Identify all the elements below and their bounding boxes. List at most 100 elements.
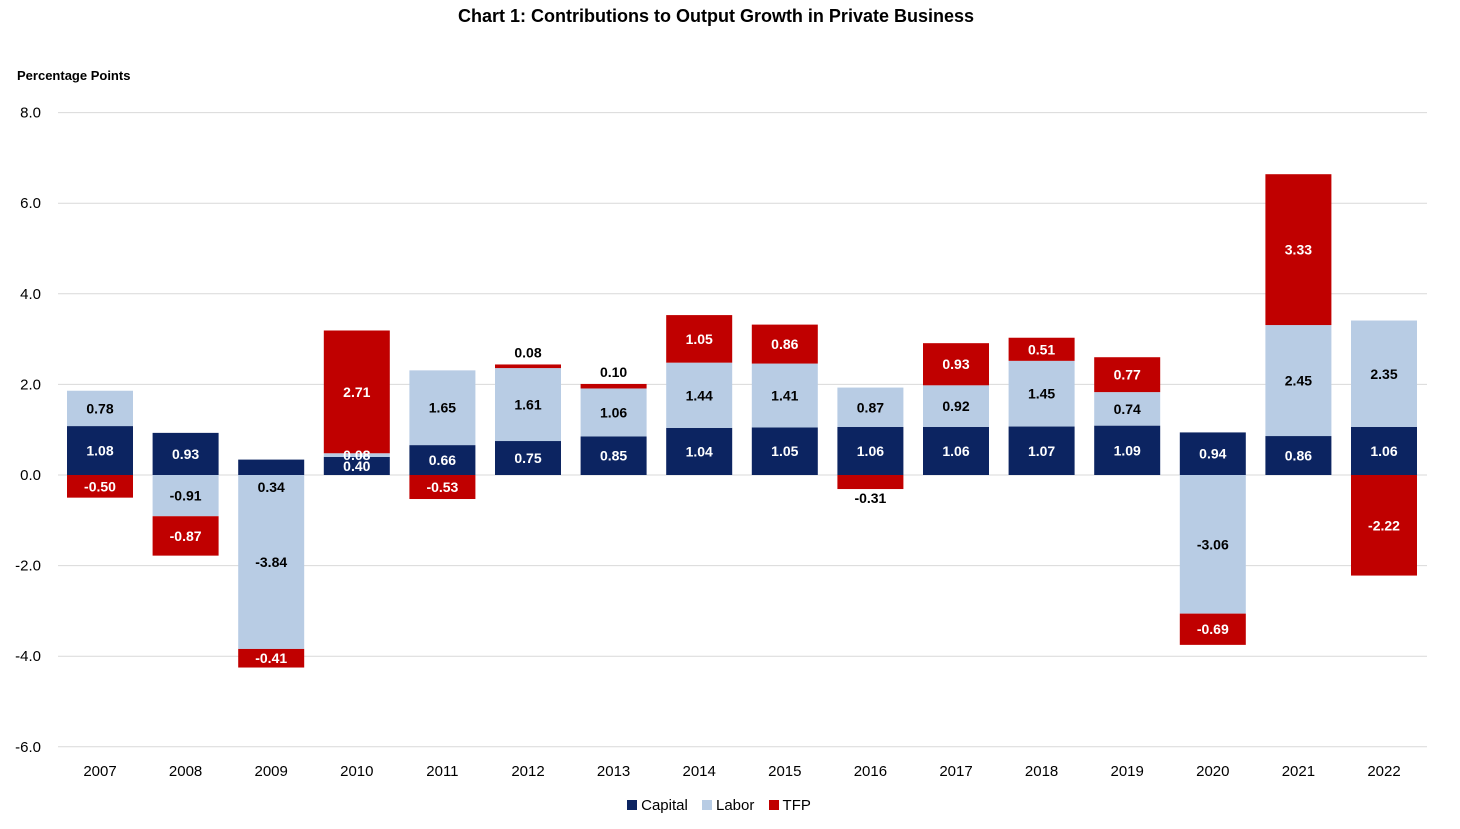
data-label-labor: 1.06: [600, 404, 627, 420]
legend: Capital Labor TFP: [0, 797, 1438, 814]
x-tick-label: 2020: [1196, 763, 1229, 780]
bar-capital-2008: [152, 432, 219, 475]
data-label-labor: 1.41: [771, 387, 798, 403]
y-tick-label: 2.0: [20, 376, 41, 393]
data-label-tfp: 0.77: [1114, 367, 1141, 383]
bar-capital-2018: [1008, 426, 1075, 475]
bar-capital-2021: [1265, 436, 1332, 475]
data-label-capital: 0.93: [172, 446, 199, 462]
data-label-tfp: -0.53: [426, 479, 458, 495]
x-tick-label: 2013: [597, 763, 630, 780]
bar-capital-2011: [409, 445, 476, 475]
bar-tfp-2020: [1179, 613, 1246, 645]
data-label-capital: 1.07: [1028, 443, 1055, 459]
bar-labor-2013: [580, 388, 647, 437]
x-tick-label: 2012: [511, 763, 544, 780]
bar-capital-2014: [666, 427, 733, 475]
y-tick-label: 8.0: [20, 105, 41, 122]
data-label-tfp: 2.71: [343, 384, 370, 400]
x-tick-label: 2018: [1025, 763, 1058, 780]
bar-capital-2009: [238, 459, 305, 475]
bar-capital-2007: [67, 426, 133, 475]
x-tick-label: 2019: [1111, 763, 1144, 780]
x-tick-label: 2009: [255, 763, 288, 780]
bar-labor-2014: [666, 362, 733, 428]
data-label-labor: 2.45: [1285, 373, 1312, 389]
data-label-labor: 0.74: [1114, 401, 1141, 417]
data-label-tfp: -2.22: [1368, 517, 1400, 533]
bar-labor-2015: [751, 363, 818, 428]
bar-capital-2019: [1094, 425, 1161, 475]
bar-labor-2009: [238, 475, 305, 649]
data-label-labor: 0.08: [343, 447, 370, 463]
data-label-tfp: 0.93: [942, 356, 969, 372]
bar-labor-2007: [67, 390, 133, 427]
data-label-tfp: 0.10: [600, 364, 627, 380]
legend-item-tfp: TFP: [768, 797, 811, 814]
data-label-tfp: -0.31: [854, 490, 886, 506]
data-label-tfp: -0.41: [255, 650, 287, 666]
bar-tfp-2018: [1008, 337, 1075, 361]
legend-item-labor: Labor: [701, 797, 755, 814]
bar-labor-2017: [923, 385, 989, 427]
data-label-tfp: 3.33: [1285, 242, 1312, 258]
data-label-labor: -3.06: [1197, 536, 1229, 552]
y-tick-label: -6.0: [15, 739, 41, 756]
bar-tfp-2013: [580, 383, 647, 389]
data-label-labor: 2.35: [1370, 366, 1397, 382]
bar-tfp-2007: [67, 475, 133, 498]
bar-tfp-2012: [495, 364, 561, 369]
data-label-capital: 0.66: [429, 452, 456, 468]
bar-capital-2013: [580, 436, 647, 475]
data-label-tfp: 0.86: [771, 336, 798, 352]
data-label-tfp: -0.50: [84, 478, 116, 494]
bar-labor-2011: [409, 370, 476, 446]
bar-tfp-2008: [152, 516, 219, 556]
x-tick-label: 2014: [683, 763, 716, 780]
legend-label-tfp: TFP: [782, 797, 811, 814]
bar-capital-2012: [495, 441, 561, 475]
data-label-labor: -0.91: [170, 488, 202, 504]
bar-tfp-2021: [1265, 174, 1332, 326]
x-tick-label: 2022: [1367, 763, 1400, 780]
x-tick-label: 2015: [768, 763, 801, 780]
bar-capital-2017: [923, 426, 989, 475]
y-tick-label: -2.0: [15, 558, 41, 575]
bar-tfp-2010: [323, 330, 390, 454]
data-label-capital: 0.40: [343, 458, 370, 474]
x-tick-label: 2011: [426, 763, 458, 780]
data-label-capital: 1.05: [771, 443, 798, 459]
bar-labor-2010: [323, 453, 390, 457]
legend-label-capital: Capital: [641, 797, 688, 814]
bar-labor-2012: [495, 368, 561, 442]
data-label-labor: 1.44: [686, 387, 713, 403]
bar-labor-2021: [1265, 325, 1332, 437]
data-label-labor: -3.84: [255, 554, 287, 570]
legend-swatch-labor: [701, 800, 712, 810]
bar-tfp-2011: [409, 475, 476, 500]
data-label-capital: 1.06: [857, 443, 884, 459]
data-label-labor: 1.65: [429, 400, 456, 416]
legend-label-labor: Labor: [715, 797, 755, 814]
x-tick-label: 2017: [939, 763, 972, 780]
data-label-tfp: -0.87: [170, 528, 202, 544]
bar-labor-2022: [1351, 320, 1417, 427]
legend-swatch-tfp: [768, 800, 779, 810]
x-tick-label: 2010: [340, 763, 373, 780]
data-label-tfp: 0.51: [1028, 341, 1055, 357]
bar-labor-2019: [1094, 392, 1161, 426]
bar-tfp-2017: [923, 343, 989, 386]
legend-swatch-capital: [627, 800, 638, 810]
chart-title: Chart 1: Contributions to Output Growth …: [457, 6, 974, 26]
data-label-tfp: 0.08: [514, 344, 541, 360]
chart-area: 8.0 6.0 4.0 2.0 0.0 -2.0 -4.0 -6.0 2007 2008 2009 2…: [15, 105, 1427, 780]
data-label-capital: 1.08: [86, 443, 113, 459]
data-label-labor: 1.45: [1028, 386, 1055, 402]
bar-labor-2016: [837, 387, 904, 427]
data-label-capital: 1.06: [1370, 443, 1397, 459]
bar-tfp-2019: [1094, 357, 1161, 393]
data-label-tfp: -0.69: [1197, 621, 1229, 637]
x-tick-label: 2021: [1282, 763, 1315, 780]
bar-labor-2018: [1008, 360, 1075, 427]
data-label-capital: 1.04: [686, 443, 713, 459]
